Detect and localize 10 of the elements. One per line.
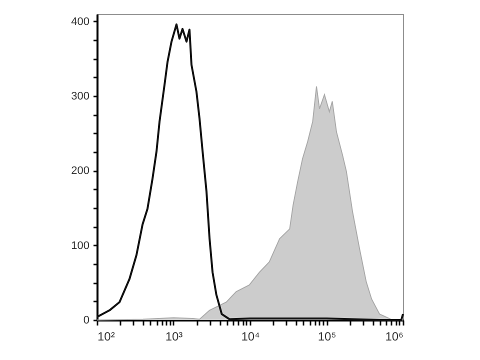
x-tick-label: 10⁶ [385,330,404,344]
y-tick-label: 100 [71,240,90,252]
x-tick-label: 10⁴ [241,330,260,344]
y-tick-label: 400 [71,16,90,28]
x-tick-label: 10² [98,330,115,344]
y-tick-label: 0 [83,314,90,326]
x-tick-label: 10³ [165,330,183,344]
x-tick-label: 10⁵ [318,330,336,344]
y-tick-label: 200 [71,165,90,178]
y-tick-label: 300 [71,90,90,103]
